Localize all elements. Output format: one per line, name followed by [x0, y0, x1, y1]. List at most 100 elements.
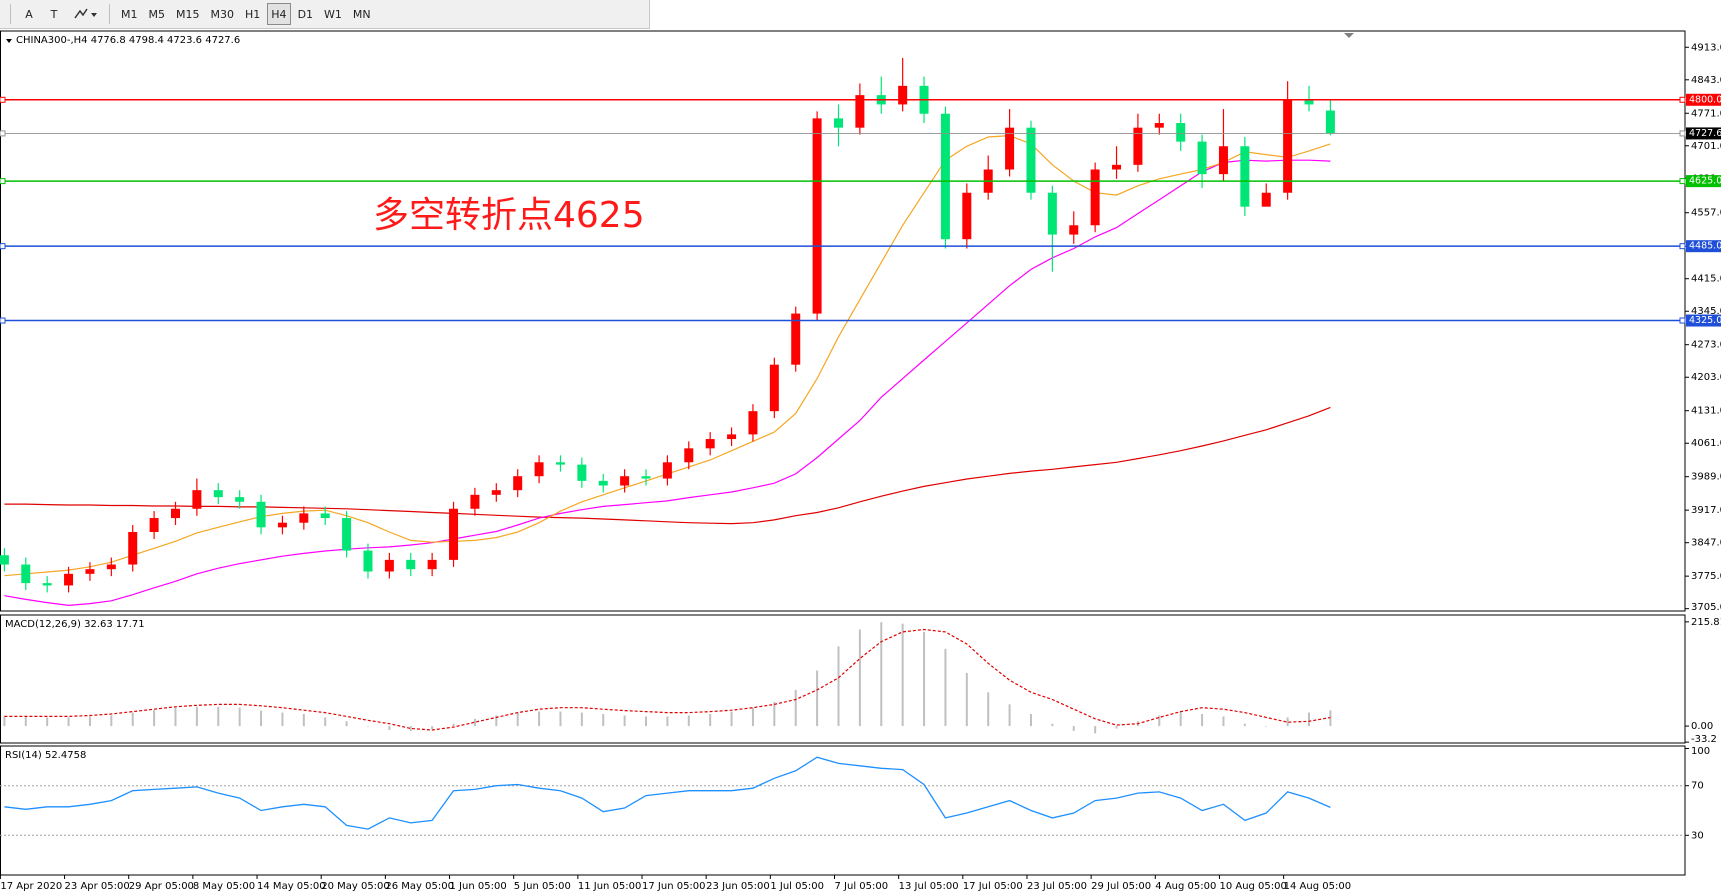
y-tick-label: 4131.0 [1691, 406, 1721, 417]
candle-body [1112, 164, 1122, 170]
y-tick-label: 4557.0 [1691, 208, 1721, 219]
x-tick-label: 8 May 05:00 [193, 881, 255, 892]
candle-body [898, 85, 908, 105]
title-arrow [6, 39, 12, 43]
macd-bar [965, 672, 968, 727]
price-label: 4625.0 [1689, 176, 1721, 187]
macd-bar [1072, 726, 1075, 731]
moving-average [4, 406, 1331, 525]
toolbar: A T M1 M5 M15 M30 H1 H4 D1 W1 MN [0, 0, 650, 29]
y-tick-label: 70 [1691, 781, 1704, 792]
price-label-box [1686, 127, 1721, 140]
candle-body [1090, 169, 1100, 226]
x-tick-label: 1 Jul 05:00 [770, 881, 824, 892]
candle-body [491, 490, 501, 495]
candle-body [363, 550, 373, 572]
candle-body [855, 95, 865, 128]
macd-bar [751, 707, 754, 727]
y-tick-label: 4771.0 [1691, 108, 1721, 119]
macd-bar [794, 689, 797, 727]
candle-body [833, 118, 843, 128]
y-tick-label: 30 [1691, 830, 1704, 841]
x-tick-label: 29 Jul 05:00 [1091, 881, 1151, 892]
level-handle [1679, 317, 1686, 324]
separator [10, 4, 11, 24]
axis-strip [1685, 29, 1721, 877]
macd-bar [195, 706, 198, 727]
macd-bar [409, 726, 412, 731]
level-handle [1679, 243, 1686, 250]
timeframe-button[interactable]: M15 [176, 7, 200, 21]
macd-bar [1201, 714, 1204, 727]
price-label-box [1686, 314, 1721, 327]
macd-bar [1051, 723, 1054, 727]
y-tick-label: 4843.0 [1691, 75, 1721, 86]
x-tick-label: 7 Jul 05:00 [834, 881, 888, 892]
level-handle [0, 96, 6, 103]
macd-bar [666, 716, 669, 727]
separator [109, 4, 110, 24]
panel-title: RSI(14) 52.4758 [5, 750, 86, 761]
tool-button[interactable]: T [50, 7, 58, 21]
y-tick-label: 3705.0 [1691, 602, 1721, 613]
x-tick-label: 13 Jul 05:00 [899, 881, 959, 892]
timeframe-button[interactable]: H4 [267, 3, 291, 25]
macd-bar [3, 716, 6, 727]
candle-body [791, 313, 801, 365]
timeframe-button[interactable]: M5 [148, 7, 166, 21]
x-tick-label: 23 Jul 05:00 [1027, 881, 1087, 892]
candle-body [1047, 192, 1057, 235]
panel-title: CHINA300-,H4 4776.8 4798.4 4723.6 4727.6 [16, 35, 240, 46]
signal-line [4, 628, 1331, 731]
panel-frame [0, 745, 1686, 876]
candle-body [256, 501, 266, 528]
macd-bar [901, 623, 904, 727]
candle-body [962, 192, 972, 240]
candle-body [320, 513, 330, 519]
level-handle [0, 130, 6, 137]
timeframe-button[interactable]: M30 [210, 7, 235, 21]
candle-body [470, 494, 480, 509]
macd-bar [153, 710, 156, 727]
macd-bar [324, 717, 327, 727]
candle-body [449, 508, 459, 560]
macd-bar [880, 622, 883, 727]
macd-bar [388, 726, 391, 730]
candle-body [1197, 141, 1207, 175]
candle-body [769, 364, 779, 412]
y-tick-label: 0.00 [1691, 721, 1713, 732]
y-tick-label: 100 [1691, 746, 1710, 757]
timeframe-button[interactable]: H1 [245, 7, 261, 21]
candle-body [1261, 192, 1271, 207]
candle-body [192, 490, 202, 509]
candle-body [85, 569, 95, 574]
macd-bar [1094, 726, 1097, 734]
macd-bar [858, 629, 861, 727]
x-tick-label: 17 Jun 05:00 [642, 881, 706, 892]
candle-body [42, 583, 52, 586]
macd-bar [687, 715, 690, 727]
macd-bar [1308, 712, 1311, 727]
candle-body [577, 464, 587, 481]
macd-bar [345, 721, 348, 727]
candle-body [277, 522, 287, 528]
timeframe-button[interactable]: W1 [324, 7, 342, 21]
timeframe-button[interactable]: M1 [121, 7, 138, 21]
tool-button[interactable]: A [25, 7, 33, 21]
candle-body [1283, 99, 1293, 193]
candle-body [1133, 127, 1143, 165]
y-tick-label: 4345.0 [1691, 306, 1721, 317]
candle-body [1005, 127, 1015, 170]
timeframe-button[interactable]: D1 [297, 7, 314, 21]
objects-button[interactable] [68, 3, 102, 25]
macd-bar [302, 714, 305, 727]
macd-bar [816, 670, 819, 727]
timeframe-button[interactable]: MN [352, 7, 371, 21]
price-label: 4325.0 [1689, 315, 1721, 326]
x-tick-label: 5 Jun 05:00 [514, 881, 571, 892]
macd-bar [88, 716, 91, 727]
macd-bar [559, 711, 562, 727]
candle-body [106, 564, 116, 570]
